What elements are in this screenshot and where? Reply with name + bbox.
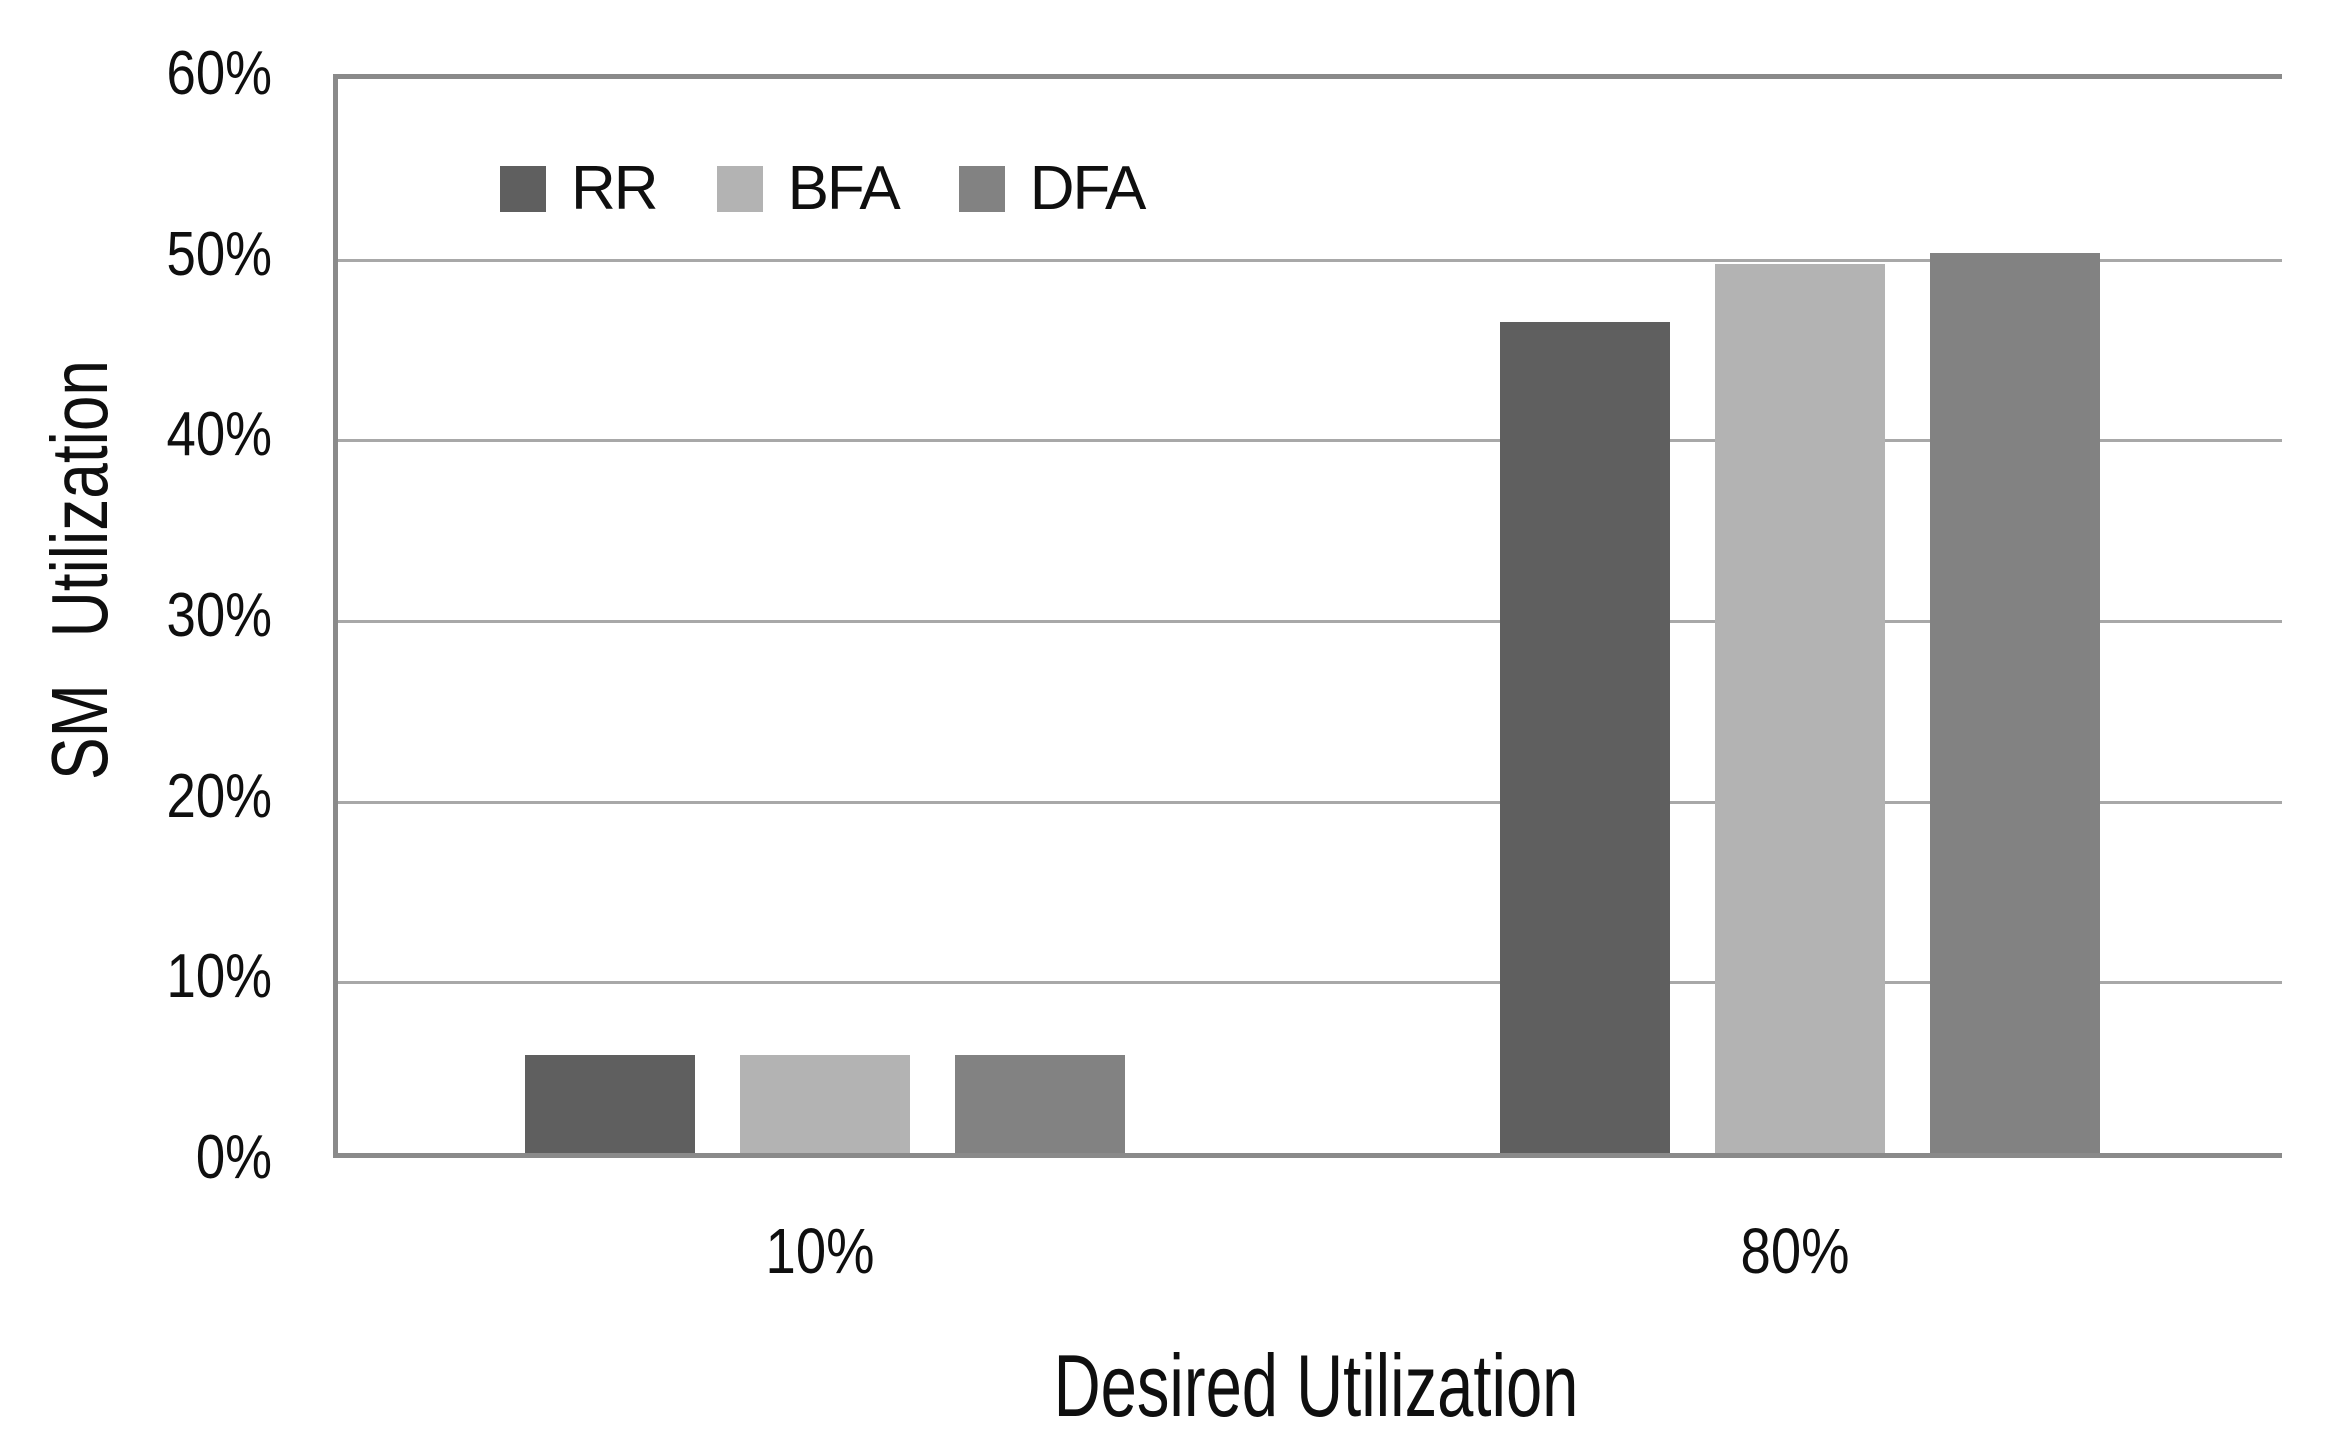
- bar-BFA-10%: [740, 1055, 910, 1153]
- legend-item-RR: RR: [500, 154, 659, 223]
- y-tick-label-50%: 50%: [166, 220, 272, 289]
- legend-label-DFA: DFA: [1029, 154, 1147, 223]
- bar-DFA-10%: [955, 1055, 1125, 1153]
- legend-swatch-RR: [500, 166, 546, 212]
- y-tick-label-40%: 40%: [166, 400, 272, 469]
- legend-item-BFA: BFA: [716, 154, 901, 223]
- y-tick-label-30%: 30%: [166, 581, 272, 650]
- legend-swatch-BFA: [716, 166, 763, 212]
- x-tick-label-10%: 10%: [765, 1215, 875, 1287]
- bar-RR-80%: [1500, 322, 1670, 1153]
- y-tick-label-60%: 60%: [166, 39, 272, 108]
- bar-RR-10%: [525, 1055, 695, 1153]
- gridline-30: [338, 620, 2282, 623]
- y-tick-label-0%: 0%: [195, 1123, 272, 1192]
- gridline-20: [338, 801, 2282, 804]
- gridline-40: [338, 439, 2282, 442]
- legend-label-BFA: BFA: [787, 154, 901, 223]
- plot-area: [333, 74, 2282, 1158]
- bar-DFA-80%: [1930, 253, 2100, 1153]
- y-tick-label-10%: 10%: [166, 942, 272, 1011]
- gridline-10: [338, 981, 2282, 984]
- legend-label-RR: RR: [571, 154, 659, 223]
- x-axis-title: Desired Utilization: [1053, 1336, 1579, 1435]
- legend: RR BFA DFA: [500, 154, 1147, 223]
- x-tick-label-80%: 80%: [1740, 1215, 1850, 1287]
- legend-swatch-DFA: [958, 166, 1005, 212]
- gridline-50: [338, 259, 2282, 262]
- y-tick-label-20%: 20%: [166, 762, 272, 831]
- bar-BFA-80%: [1715, 264, 1885, 1153]
- legend-item-DFA: DFA: [958, 154, 1147, 223]
